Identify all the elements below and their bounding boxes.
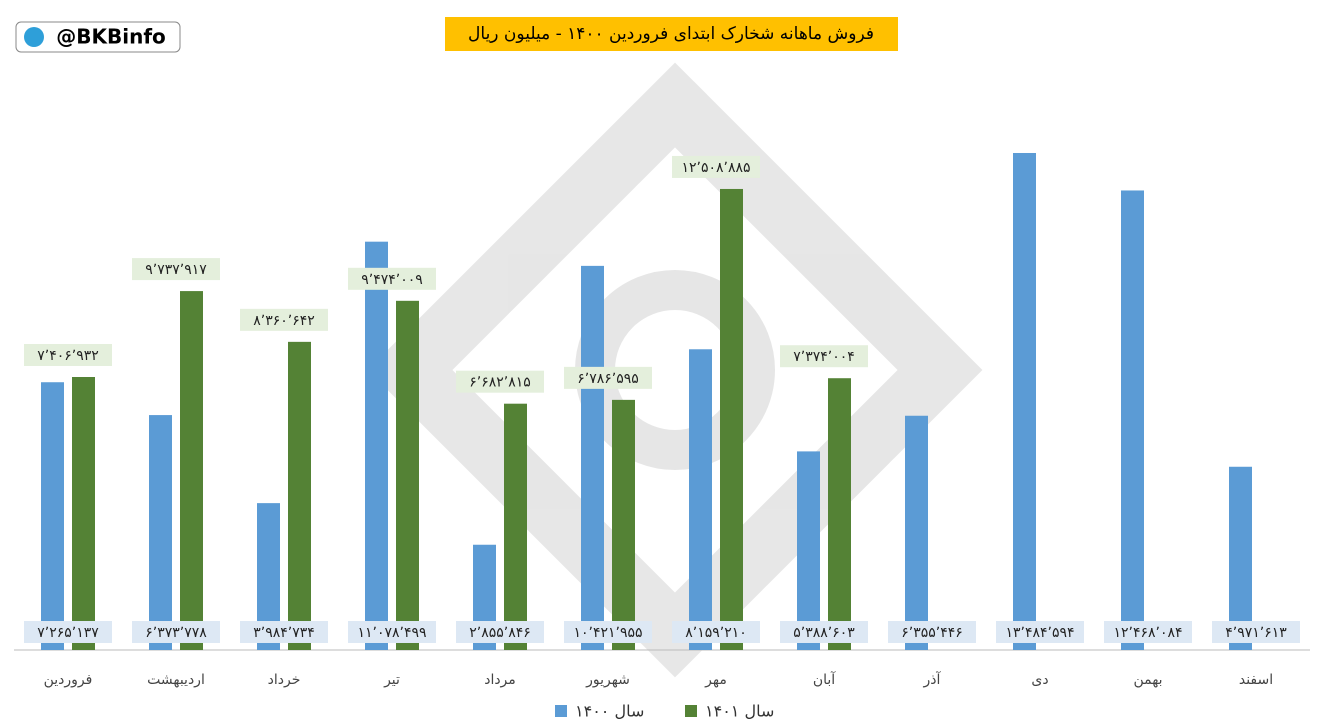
- legend-swatch: [555, 705, 567, 717]
- x-tick-label: خرداد: [268, 672, 301, 688]
- x-tick-label: تیر: [383, 672, 400, 688]
- value-label: ۷٬۳۷۴٬۰۰۴: [793, 349, 855, 365]
- x-tick-label: آذر: [923, 671, 942, 688]
- value-label: ۳٬۹۸۴٬۷۳۴: [253, 625, 315, 641]
- bar: [689, 349, 712, 650]
- bar: [1121, 190, 1144, 650]
- bar: [365, 242, 388, 650]
- bar: [905, 416, 928, 650]
- chart-title: فروش ماهانه شخارک ابتدای فروردین ۱۴۰۰ - …: [468, 24, 874, 44]
- logo-text: @BKBinfo: [56, 25, 166, 49]
- bar: [149, 415, 172, 650]
- x-tick-label: بهمن: [1133, 672, 1162, 688]
- value-label: ۶٬۳۷۳٬۷۷۸: [145, 625, 207, 641]
- x-tick-label: مهر: [704, 672, 727, 688]
- value-label: ۱۰٬۴۲۱٬۹۵۵: [573, 625, 642, 641]
- bar: [797, 451, 820, 650]
- x-tick-label: فروردین: [44, 672, 93, 688]
- value-label: ۶٬۶۸۲٬۸۱۵: [469, 375, 531, 391]
- bar: [581, 266, 604, 650]
- value-label: ۵٬۳۸۸٬۶۰۳: [793, 625, 855, 641]
- bar: [288, 342, 311, 650]
- value-label: ۴٬۹۷۱٬۶۱۳: [1225, 625, 1287, 641]
- bar: [504, 404, 527, 650]
- value-label: ۱۲٬۵۰۸٬۸۸۵: [681, 160, 750, 176]
- bar: [1013, 153, 1036, 650]
- x-tick-label: شهریور: [585, 672, 630, 688]
- value-label: ۷٬۲۶۵٬۱۳۷: [37, 625, 99, 641]
- x-tick-label: اردیبهشت: [147, 672, 205, 688]
- x-tick-label: آبان: [813, 671, 836, 688]
- legend-label: سال ۱۴۰۰: [575, 702, 644, 721]
- x-tick-label: اسفند: [1239, 672, 1273, 688]
- bar: [828, 378, 851, 650]
- x-tick-label: دی: [1031, 672, 1048, 688]
- value-label: ۸٬۱۵۹٬۲۱۰: [685, 625, 747, 641]
- value-label: ۱۱٬۰۷۸٬۴۹۹: [357, 625, 426, 641]
- bar: [720, 189, 743, 650]
- bar: [180, 291, 203, 650]
- value-label: ۹٬۴۷۴٬۰۰۹: [361, 272, 423, 288]
- value-label: ۶٬۷۸۶٬۵۹۵: [577, 371, 639, 387]
- legend-swatch: [685, 705, 697, 717]
- chart: فروش ماهانه شخارک ابتدای فروردین ۱۴۰۰ - …: [0, 0, 1322, 727]
- bar: [72, 377, 95, 650]
- value-label: ۷٬۴۰۶٬۹۳۲: [37, 348, 99, 364]
- logo-icon: [24, 27, 44, 47]
- value-label: ۱۳٬۴۸۴٬۵۹۴: [1005, 625, 1074, 641]
- bar: [612, 400, 635, 650]
- value-label: ۶٬۳۵۵٬۴۴۶: [901, 625, 963, 641]
- bar: [396, 301, 419, 650]
- value-label: ۱۲٬۴۶۸٬۰۸۴: [1113, 625, 1182, 641]
- value-label: ۲٬۸۵۵٬۸۴۶: [469, 625, 531, 641]
- value-label: ۸٬۳۶۰٬۶۴۲: [253, 313, 315, 329]
- value-label: ۹٬۷۳۷٬۹۱۷: [145, 262, 207, 278]
- x-tick-label: مرداد: [484, 672, 516, 688]
- legend-label: سال ۱۴۰۱: [705, 702, 774, 721]
- bar: [41, 382, 64, 650]
